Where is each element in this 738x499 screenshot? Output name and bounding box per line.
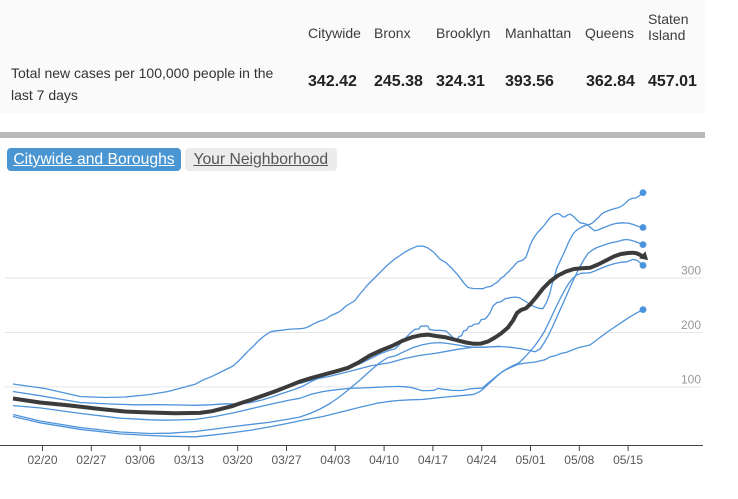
svg-text:300: 300 bbox=[681, 264, 701, 278]
svg-text:05/01: 05/01 bbox=[515, 453, 545, 467]
svg-text:03/13: 03/13 bbox=[174, 453, 204, 467]
svg-text:05/08: 05/08 bbox=[564, 453, 594, 467]
svg-text:100: 100 bbox=[681, 372, 701, 386]
svg-text:03/06: 03/06 bbox=[125, 453, 155, 467]
svg-text:05/15: 05/15 bbox=[613, 453, 643, 467]
svg-text:200: 200 bbox=[681, 318, 701, 332]
svg-text:02/20: 02/20 bbox=[27, 453, 57, 467]
svg-text:04/24: 04/24 bbox=[467, 453, 497, 467]
svg-text:03/20: 03/20 bbox=[223, 453, 253, 467]
svg-text:04/17: 04/17 bbox=[418, 453, 448, 467]
svg-text:02/27: 02/27 bbox=[76, 453, 106, 467]
svg-text:04/10: 04/10 bbox=[369, 453, 399, 467]
svg-text:04/03: 04/03 bbox=[320, 453, 350, 467]
svg-text:03/27: 03/27 bbox=[271, 453, 301, 467]
